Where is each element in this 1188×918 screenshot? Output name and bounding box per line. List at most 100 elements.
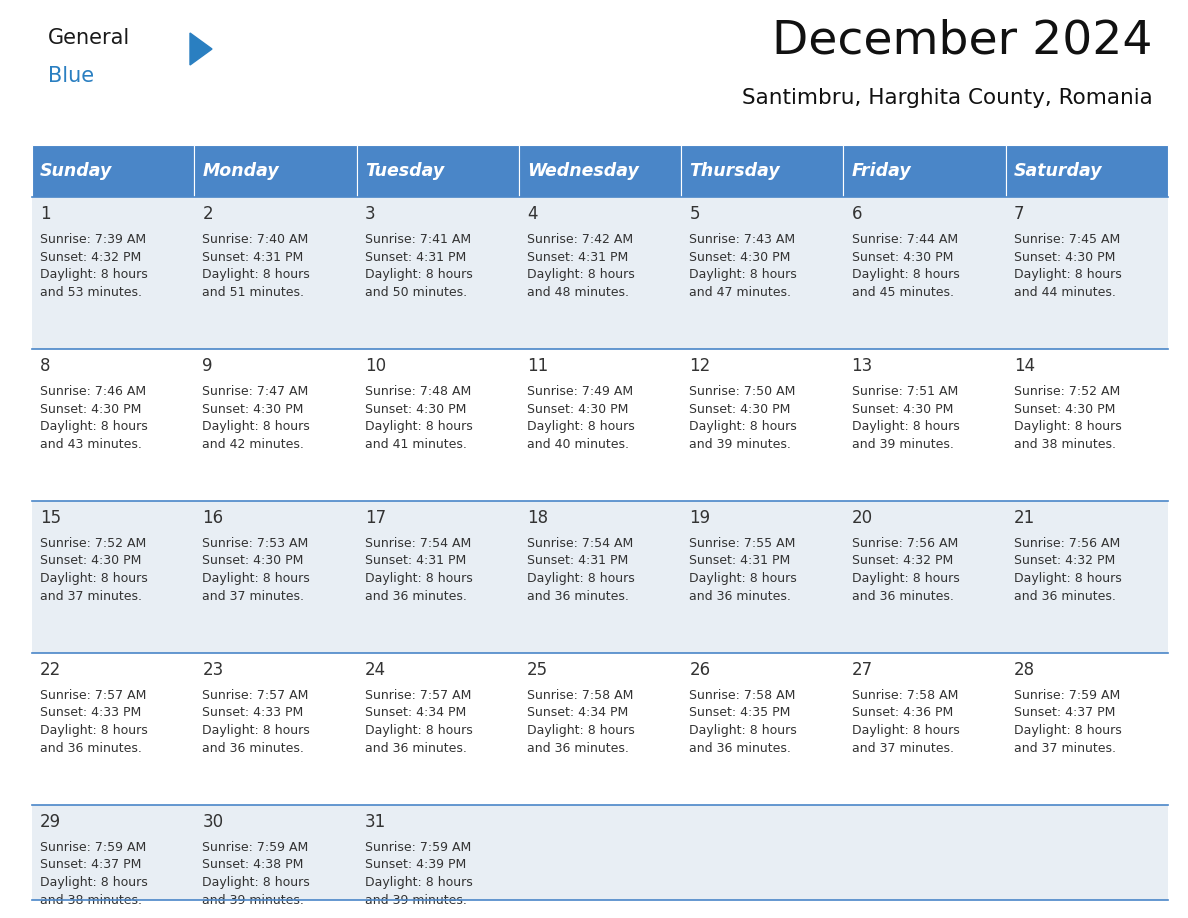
Text: 20: 20 [852, 509, 873, 527]
Text: 29: 29 [40, 813, 62, 831]
Text: 24: 24 [365, 661, 386, 679]
Text: 25: 25 [527, 661, 548, 679]
Bar [32, 145, 195, 197]
Text: Sunrise: 7:56 AM: Sunrise: 7:56 AM [1013, 537, 1120, 550]
Text: and 40 minutes.: and 40 minutes. [527, 438, 628, 451]
Text: Sunset: 4:31 PM: Sunset: 4:31 PM [365, 251, 466, 263]
Text: Sunset: 4:39 PM: Sunset: 4:39 PM [365, 858, 466, 871]
Text: Sunrise: 7:47 AM: Sunrise: 7:47 AM [202, 385, 309, 398]
Text: Sunrise: 7:50 AM: Sunrise: 7:50 AM [689, 385, 796, 398]
Text: Sunset: 4:33 PM: Sunset: 4:33 PM [202, 707, 304, 720]
Text: 1: 1 [40, 205, 51, 223]
Text: Daylight: 8 hours: Daylight: 8 hours [689, 420, 797, 433]
Bar [843, 501, 1006, 653]
Text: Sunset: 4:30 PM: Sunset: 4:30 PM [40, 554, 141, 567]
Text: Daylight: 8 hours: Daylight: 8 hours [202, 724, 310, 737]
Text: Tuesday: Tuesday [365, 162, 444, 180]
Text: and 36 minutes.: and 36 minutes. [689, 589, 791, 602]
Text: Daylight: 8 hours: Daylight: 8 hours [365, 572, 473, 585]
Text: 3: 3 [365, 205, 375, 223]
Text: Daylight: 8 hours: Daylight: 8 hours [40, 268, 147, 281]
Text: Sunset: 4:30 PM: Sunset: 4:30 PM [1013, 251, 1116, 263]
Text: Sunset: 4:30 PM: Sunset: 4:30 PM [1013, 402, 1116, 416]
Text: and 36 minutes.: and 36 minutes. [852, 589, 954, 602]
Bar [356, 197, 519, 349]
Text: Daylight: 8 hours: Daylight: 8 hours [202, 572, 310, 585]
Text: Daylight: 8 hours: Daylight: 8 hours [1013, 572, 1121, 585]
Text: Sunrise: 7:43 AM: Sunrise: 7:43 AM [689, 233, 796, 246]
Text: Sunrise: 7:59 AM: Sunrise: 7:59 AM [202, 841, 309, 854]
Text: and 39 minutes.: and 39 minutes. [365, 893, 467, 906]
Text: Daylight: 8 hours: Daylight: 8 hours [40, 572, 147, 585]
Bar [843, 805, 1006, 900]
Text: Thursday: Thursday [689, 162, 781, 180]
Text: 18: 18 [527, 509, 548, 527]
Text: Sunset: 4:32 PM: Sunset: 4:32 PM [40, 251, 141, 263]
Text: Sunrise: 7:53 AM: Sunrise: 7:53 AM [202, 537, 309, 550]
Text: Sunrise: 7:46 AM: Sunrise: 7:46 AM [40, 385, 146, 398]
Text: Daylight: 8 hours: Daylight: 8 hours [689, 268, 797, 281]
Text: Santimbru, Harghita County, Romania: Santimbru, Harghita County, Romania [742, 88, 1154, 108]
Bar [1006, 805, 1168, 900]
Text: Daylight: 8 hours: Daylight: 8 hours [365, 420, 473, 433]
Text: Daylight: 8 hours: Daylight: 8 hours [689, 724, 797, 737]
Text: and 50 minutes.: and 50 minutes. [365, 285, 467, 298]
Text: and 39 minutes.: and 39 minutes. [689, 438, 791, 451]
Text: Daylight: 8 hours: Daylight: 8 hours [40, 876, 147, 889]
Text: Sunrise: 7:59 AM: Sunrise: 7:59 AM [365, 841, 470, 854]
Text: Sunrise: 7:54 AM: Sunrise: 7:54 AM [365, 537, 470, 550]
Text: and 38 minutes.: and 38 minutes. [1013, 438, 1116, 451]
Text: Daylight: 8 hours: Daylight: 8 hours [202, 876, 310, 889]
Text: Daylight: 8 hours: Daylight: 8 hours [40, 420, 147, 433]
Bar [195, 805, 356, 900]
Text: and 47 minutes.: and 47 minutes. [689, 285, 791, 298]
Text: Sunrise: 7:58 AM: Sunrise: 7:58 AM [527, 689, 633, 702]
Text: Sunset: 4:31 PM: Sunset: 4:31 PM [527, 554, 628, 567]
Text: Sunrise: 7:59 AM: Sunrise: 7:59 AM [1013, 689, 1120, 702]
Text: Sunrise: 7:57 AM: Sunrise: 7:57 AM [365, 689, 472, 702]
Text: Sunrise: 7:57 AM: Sunrise: 7:57 AM [40, 689, 146, 702]
Text: 13: 13 [852, 357, 873, 375]
Text: 31: 31 [365, 813, 386, 831]
Text: Daylight: 8 hours: Daylight: 8 hours [1013, 420, 1121, 433]
Text: Daylight: 8 hours: Daylight: 8 hours [202, 420, 310, 433]
Bar [1006, 501, 1168, 653]
Text: Sunset: 4:35 PM: Sunset: 4:35 PM [689, 707, 791, 720]
Polygon shape [190, 33, 211, 65]
Text: Sunrise: 7:58 AM: Sunrise: 7:58 AM [689, 689, 796, 702]
Text: 26: 26 [689, 661, 710, 679]
Text: 27: 27 [852, 661, 873, 679]
Bar [195, 197, 356, 349]
Text: Sunset: 4:37 PM: Sunset: 4:37 PM [1013, 707, 1116, 720]
Text: Daylight: 8 hours: Daylight: 8 hours [689, 572, 797, 585]
Text: and 37 minutes.: and 37 minutes. [852, 742, 954, 755]
Bar [519, 805, 681, 900]
Bar [195, 145, 356, 197]
Bar [681, 653, 843, 805]
Text: Monday: Monday [202, 162, 279, 180]
Text: Sunrise: 7:45 AM: Sunrise: 7:45 AM [1013, 233, 1120, 246]
Text: 2: 2 [202, 205, 213, 223]
Text: and 39 minutes.: and 39 minutes. [202, 893, 304, 906]
Bar [32, 653, 195, 805]
Text: Sunset: 4:31 PM: Sunset: 4:31 PM [202, 251, 304, 263]
Text: Sunrise: 7:42 AM: Sunrise: 7:42 AM [527, 233, 633, 246]
Text: Daylight: 8 hours: Daylight: 8 hours [852, 724, 959, 737]
Text: Sunrise: 7:56 AM: Sunrise: 7:56 AM [852, 537, 958, 550]
Text: 5: 5 [689, 205, 700, 223]
Text: Sunrise: 7:39 AM: Sunrise: 7:39 AM [40, 233, 146, 246]
Bar [1006, 145, 1168, 197]
Text: Sunset: 4:30 PM: Sunset: 4:30 PM [852, 251, 953, 263]
Text: Sunset: 4:30 PM: Sunset: 4:30 PM [527, 402, 628, 416]
Text: Daylight: 8 hours: Daylight: 8 hours [527, 572, 634, 585]
Text: Saturday: Saturday [1013, 162, 1102, 180]
Text: Sunset: 4:30 PM: Sunset: 4:30 PM [40, 402, 141, 416]
Text: and 44 minutes.: and 44 minutes. [1013, 285, 1116, 298]
Bar [519, 653, 681, 805]
Text: 14: 14 [1013, 357, 1035, 375]
Text: Sunset: 4:31 PM: Sunset: 4:31 PM [365, 554, 466, 567]
Text: Sunset: 4:36 PM: Sunset: 4:36 PM [852, 707, 953, 720]
Text: 12: 12 [689, 357, 710, 375]
Bar [356, 145, 519, 197]
Text: Sunset: 4:30 PM: Sunset: 4:30 PM [202, 554, 304, 567]
